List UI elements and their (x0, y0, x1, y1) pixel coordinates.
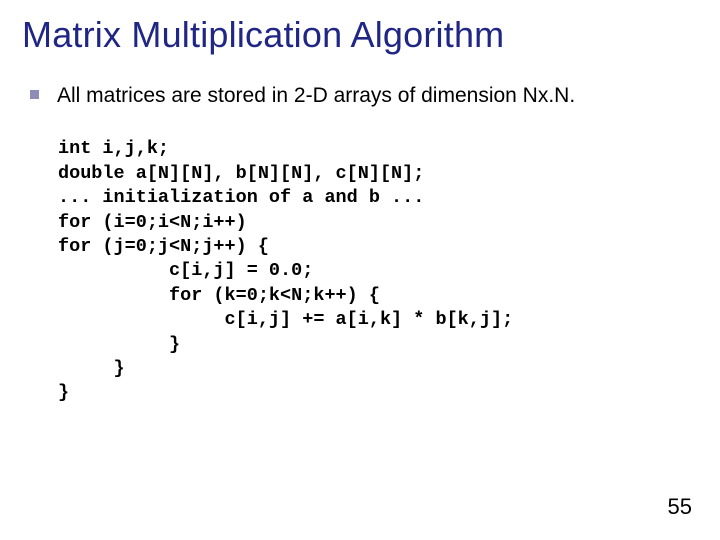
code-block: int i,j,k; double a[N][N], b[N][N], c[N]… (58, 137, 698, 405)
bullet-item: All matrices are stored in 2-D arrays of… (30, 82, 698, 109)
square-bullet-icon (30, 90, 39, 99)
bullet-text: All matrices are stored in 2-D arrays of… (57, 82, 575, 109)
page-number: 55 (668, 494, 692, 520)
slide-container: Matrix Multiplication Algorithm All matr… (0, 0, 720, 540)
slide-title: Matrix Multiplication Algorithm (22, 14, 698, 56)
